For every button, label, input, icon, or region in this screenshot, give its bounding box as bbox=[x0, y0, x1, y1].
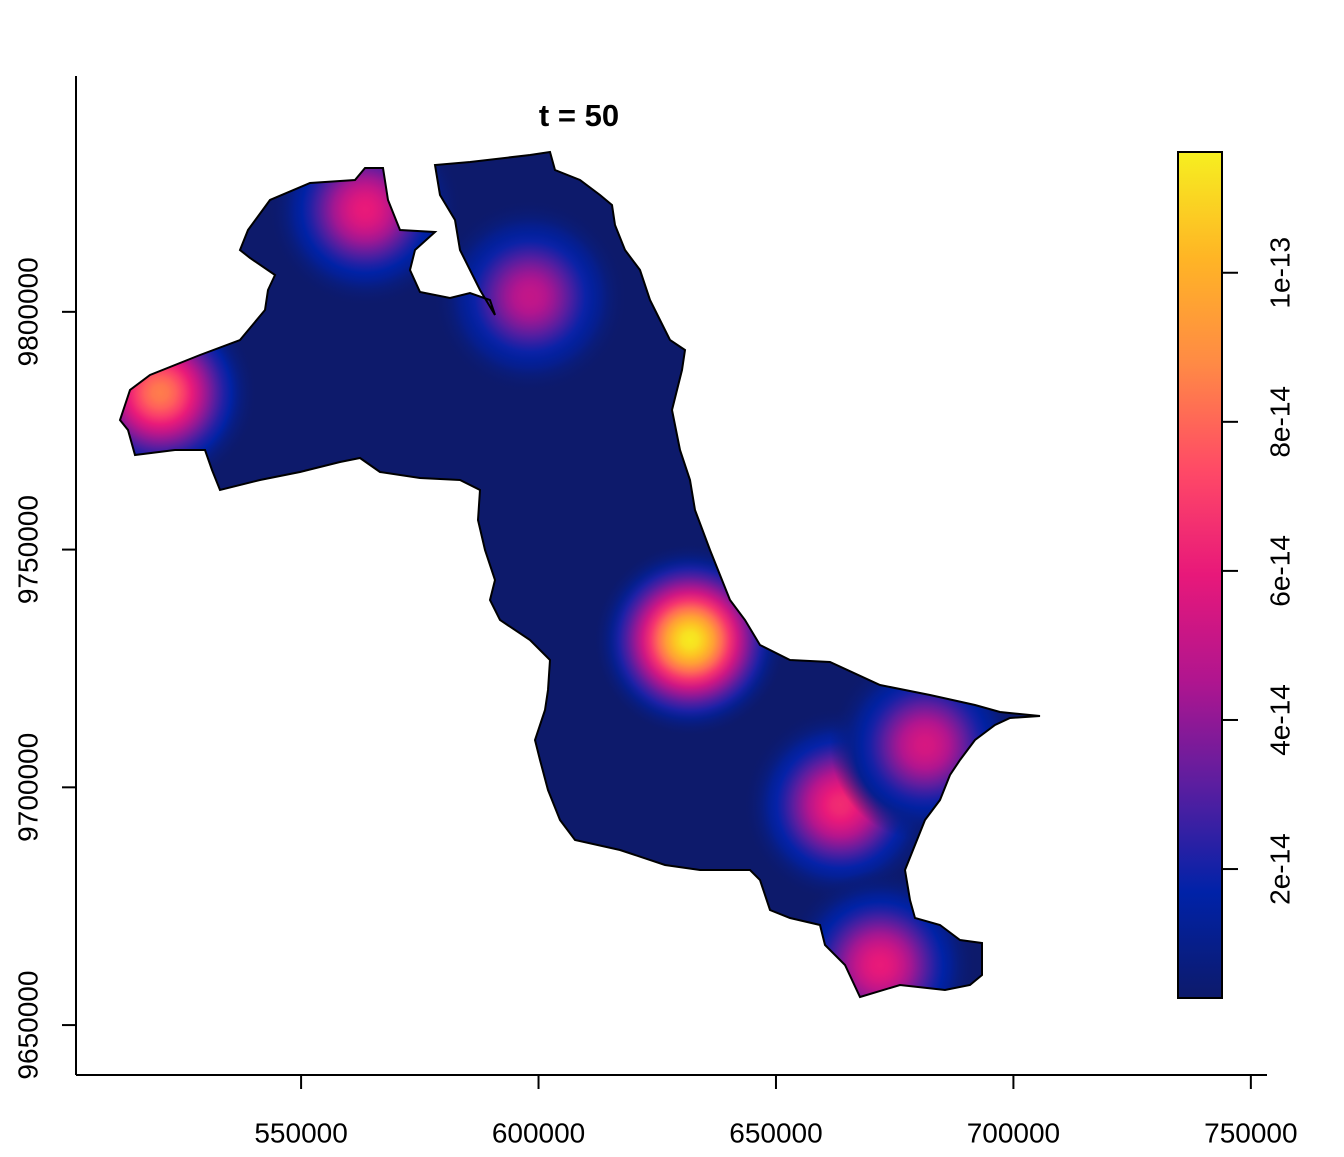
colorbar bbox=[1177, 151, 1223, 999]
y-tick-label: 9800000 bbox=[12, 257, 43, 366]
x-tick-label: 550000 bbox=[254, 1117, 347, 1148]
hotspot bbox=[270, 152, 461, 305]
hotspot bbox=[120, 297, 256, 488]
y-tick-label: 9750000 bbox=[12, 495, 43, 604]
y-tick-label: 9650000 bbox=[12, 971, 43, 1080]
hotspot bbox=[434, 201, 625, 392]
colorbar-tick-label: 8e-14 bbox=[1264, 386, 1295, 458]
colorbar-tick-label: 6e-14 bbox=[1264, 535, 1295, 607]
x-tick-label: 650000 bbox=[729, 1117, 822, 1148]
y-tick-label: 9700000 bbox=[12, 733, 43, 842]
hotspot bbox=[234, 689, 425, 880]
colorbar-tick-label: 2e-14 bbox=[1264, 833, 1295, 905]
hotspot bbox=[784, 870, 975, 997]
boundary bbox=[118, 150, 1041, 999]
hotspot bbox=[830, 650, 1021, 841]
colorbar-tick-label: 1e-13 bbox=[1264, 237, 1295, 309]
colorbar-tick-label: 4e-14 bbox=[1264, 684, 1295, 756]
raster bbox=[120, 152, 1040, 997]
chart-title: t = 50 bbox=[539, 98, 619, 133]
x-tick-label: 700000 bbox=[967, 1117, 1060, 1148]
x-tick-label: 600000 bbox=[492, 1117, 585, 1148]
x-tick-label: 750000 bbox=[1204, 1117, 1297, 1148]
